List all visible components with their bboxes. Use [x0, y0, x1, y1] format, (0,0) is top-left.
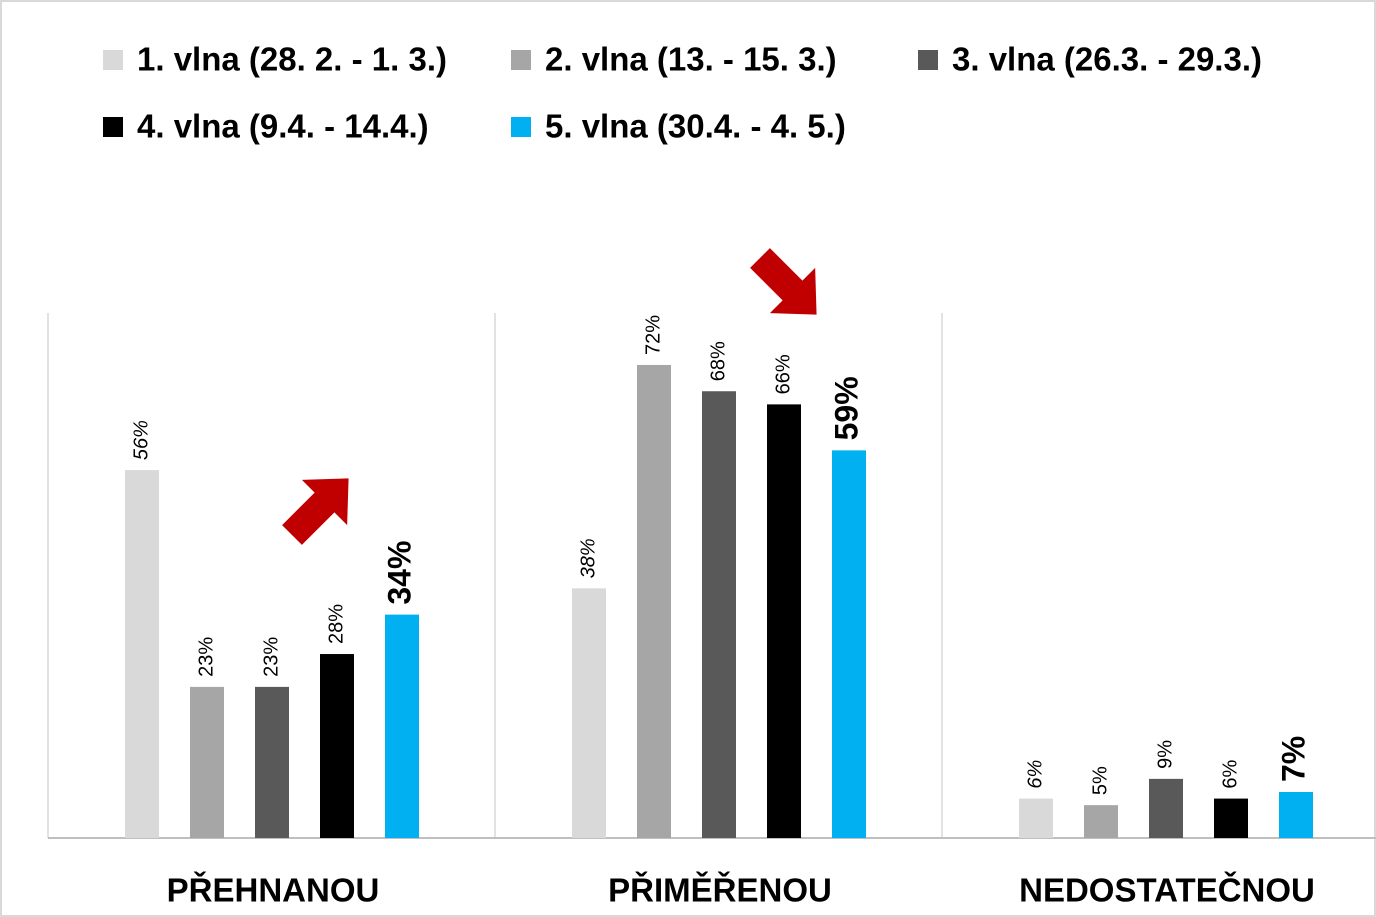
data-label: 34%	[381, 541, 417, 605]
bar	[637, 364, 671, 838]
x-tick-label: NEDOSTATEČNOU	[1019, 871, 1315, 909]
bar	[702, 391, 736, 838]
data-label: 6%	[1024, 760, 1046, 789]
bar	[255, 686, 289, 838]
bar	[1214, 798, 1248, 838]
legend-label: 4. vlna (9.4. - 14.4.)	[137, 108, 429, 145]
data-label: 6%	[1219, 759, 1241, 788]
bar	[385, 614, 419, 838]
bar	[1019, 798, 1053, 838]
bar	[125, 470, 159, 838]
legend-label: 2. vlna (13. - 15. 3.)	[545, 41, 837, 78]
legend-label: 5. vlna (30.4. - 4. 5.)	[545, 108, 846, 145]
legend-swatch	[511, 117, 531, 137]
bar	[572, 588, 606, 838]
x-tick-label: PŘEHNANOU	[167, 872, 380, 909]
trend-arrow	[282, 478, 349, 545]
data-label: 23%	[260, 637, 282, 677]
bar	[190, 686, 224, 838]
data-label: 56%	[130, 420, 152, 460]
legend-swatch	[103, 117, 123, 137]
legend-label: 1. vlna (28. 2. - 1. 3.)	[137, 41, 447, 78]
legend-swatch	[918, 50, 938, 70]
bar	[1279, 792, 1313, 838]
bar	[832, 450, 866, 838]
legend-swatch	[103, 50, 123, 70]
data-label: 7%	[1275, 736, 1311, 782]
bar	[1149, 778, 1183, 838]
data-label: 72%	[642, 315, 664, 355]
data-label: 38%	[577, 538, 599, 578]
data-label: 23%	[195, 637, 217, 677]
data-label: 68%	[707, 341, 729, 381]
data-label: 66%	[772, 354, 794, 394]
x-tick-label: PŘIMĚŘENOU	[608, 872, 832, 909]
bar	[320, 654, 354, 838]
bar	[1084, 805, 1118, 838]
legend-swatch	[511, 50, 531, 70]
data-label: 5%	[1089, 766, 1111, 795]
data-label: 59%	[828, 376, 864, 440]
trend-arrow	[750, 248, 817, 315]
data-label: 9%	[1154, 740, 1176, 769]
data-label: 28%	[325, 604, 347, 644]
legend-label: 3. vlna (26.3. - 29.3.)	[952, 41, 1262, 78]
bar	[767, 404, 801, 838]
